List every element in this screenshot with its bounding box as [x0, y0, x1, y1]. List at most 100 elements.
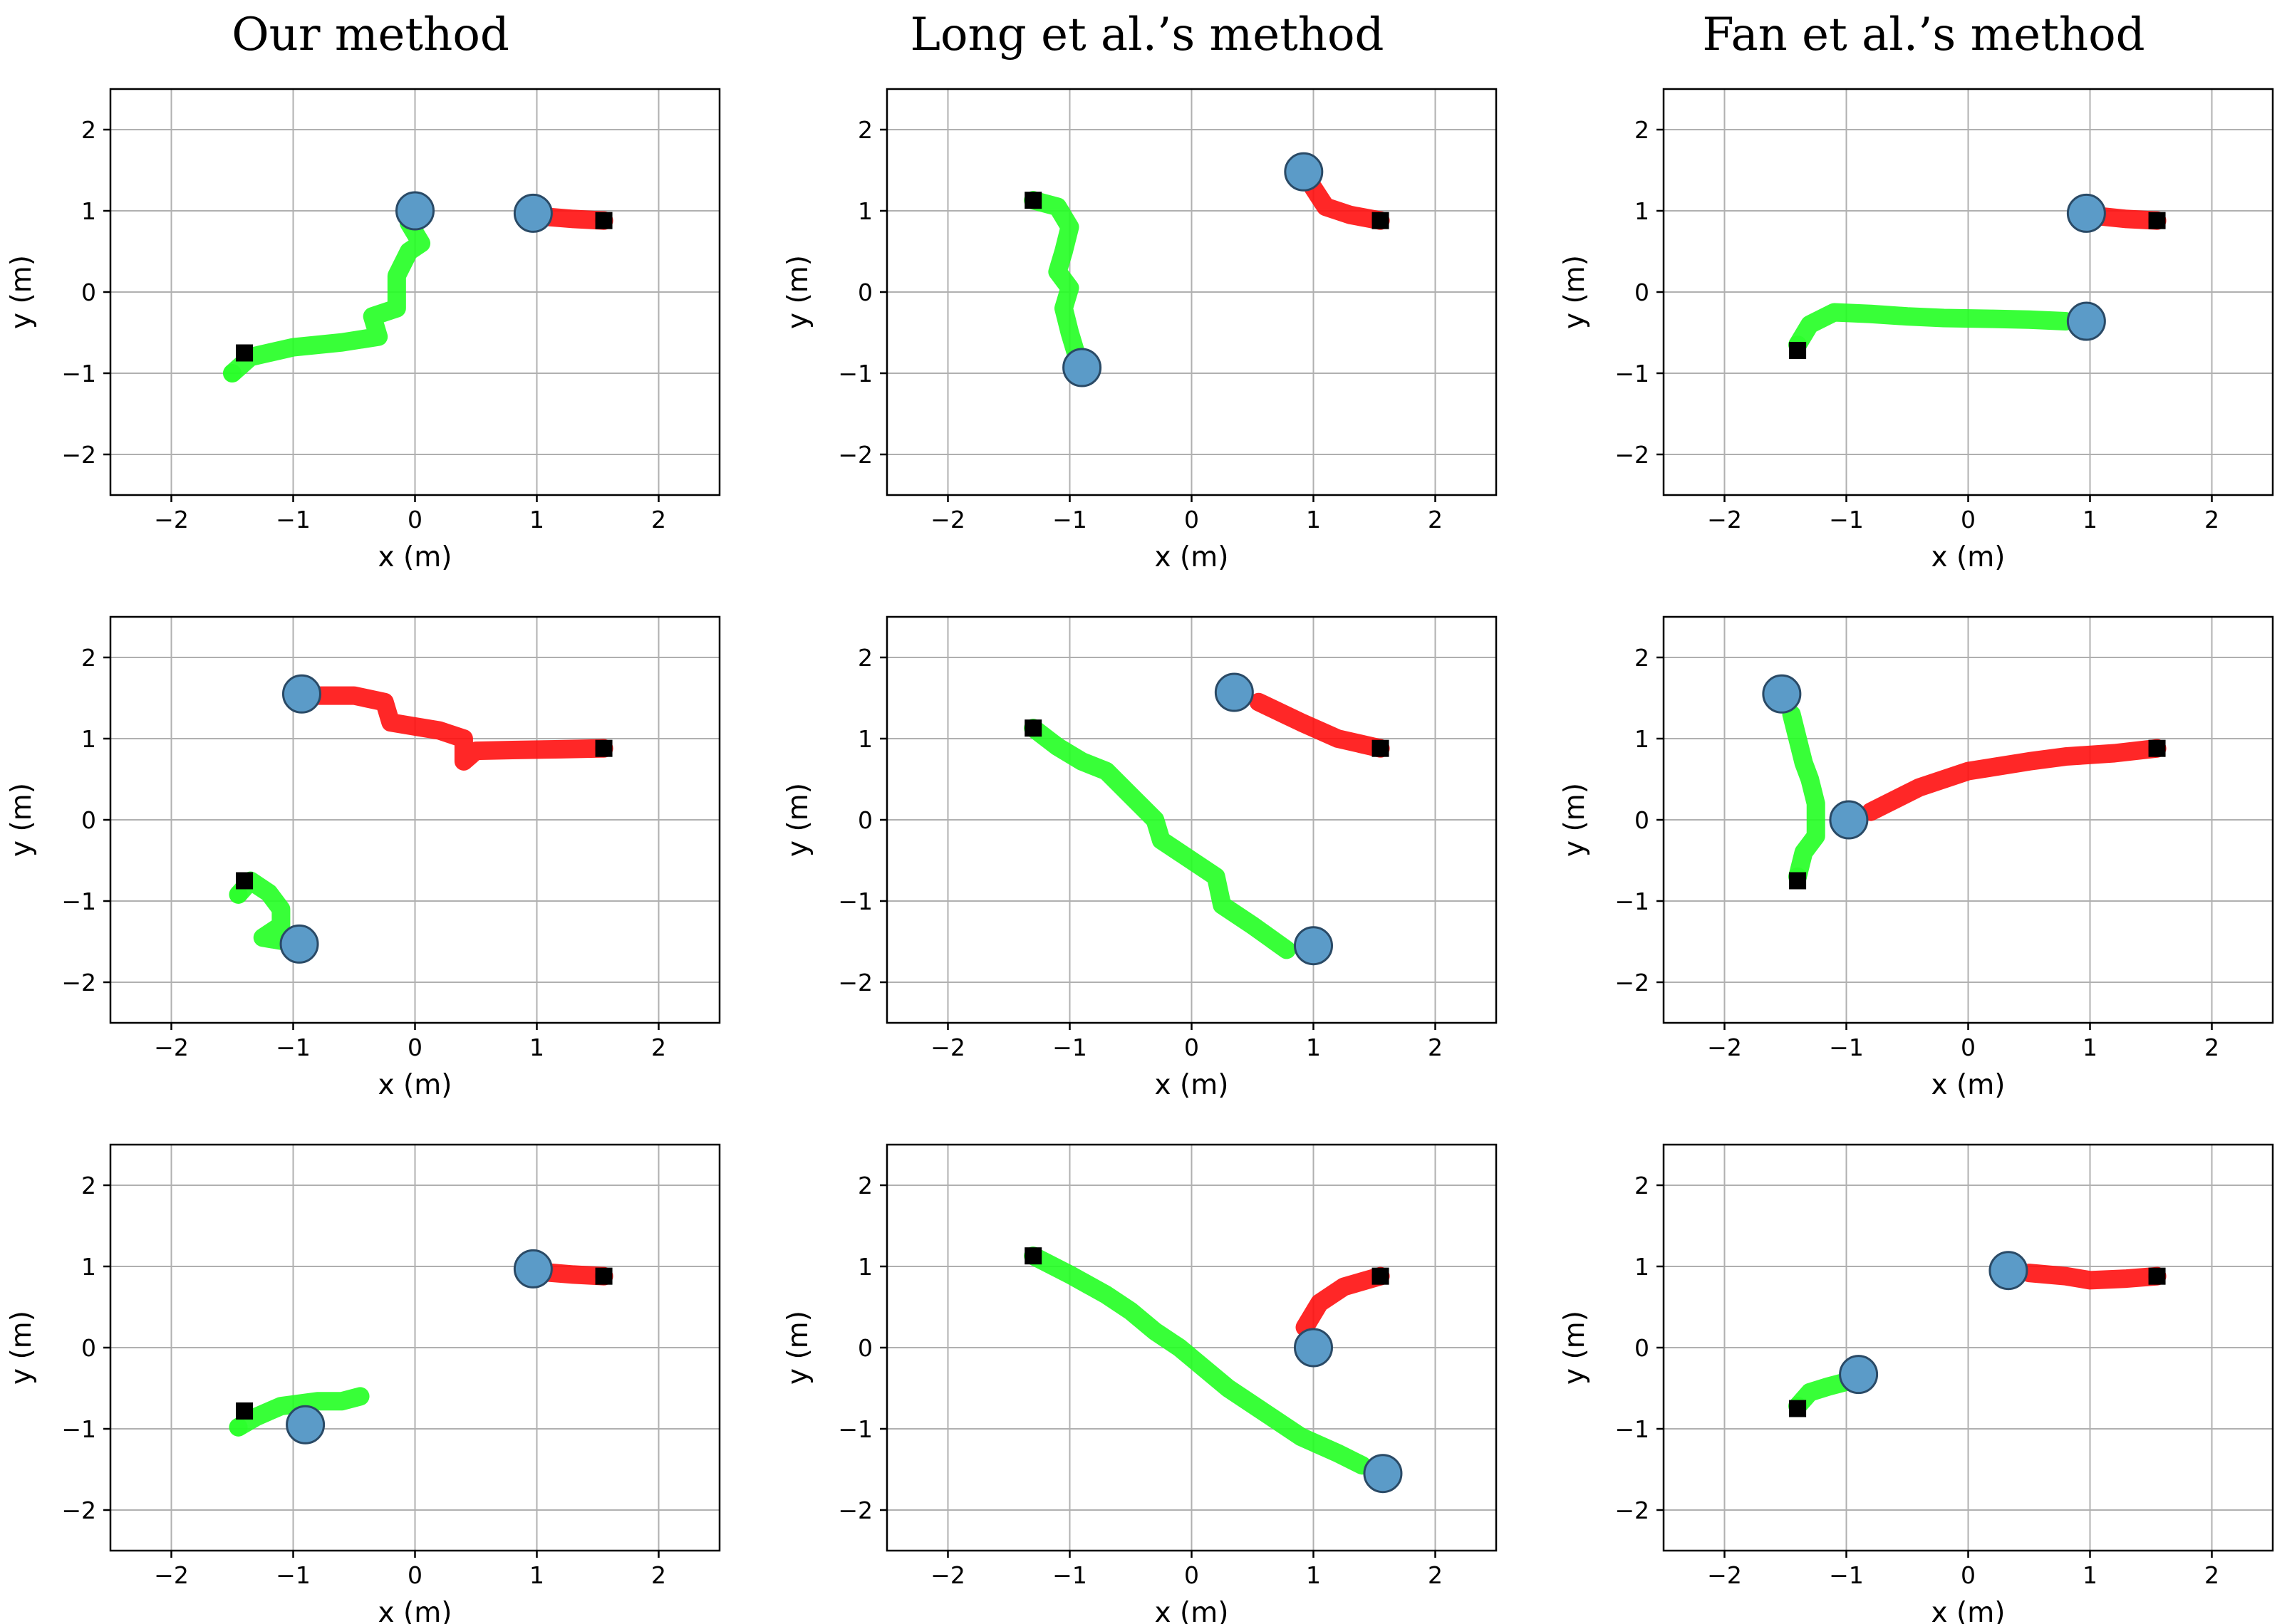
tick-label-y: 2: [1634, 644, 1649, 672]
y-axis-label: y (m): [6, 255, 38, 329]
column-title-fan-method: Fan et al.’s method: [1702, 9, 2145, 61]
tick-label-x: −2: [930, 506, 965, 533]
goal-marker-red: [595, 1267, 613, 1285]
y-axis-label: y (m): [782, 783, 814, 857]
tick-label-x: 0: [1184, 1561, 1199, 1589]
trajectory-green: [229, 1387, 370, 1437]
y-axis-label: y (m): [782, 1311, 814, 1385]
tick-label-y: 0: [1634, 279, 1649, 306]
subplot-r1-c2: −2 −1 0 1 2 −2 −1 0 1 2 x (m) y (m): [1559, 615, 2274, 1101]
goal-marker-green: [236, 872, 254, 890]
tick-label-x: 1: [2083, 506, 2097, 533]
tick-label-x: 0: [1961, 506, 1976, 533]
y-axis-label: y (m): [6, 1311, 38, 1385]
tick-label-y: 1: [81, 725, 96, 753]
tick-label-y: 1: [1634, 197, 1649, 225]
tick-label-y: −1: [838, 360, 873, 387]
goal-marker-red: [2148, 1267, 2166, 1285]
tick-label-x: −2: [1707, 1034, 1742, 1061]
agent-disc-red: [513, 1249, 553, 1289]
tick-label-x: 1: [1306, 506, 1321, 533]
tick-label-x: −2: [930, 1034, 965, 1061]
trajectory-green: [1024, 1246, 1371, 1475]
agent-disc-green: [1294, 926, 1333, 966]
tick-label-y: 2: [858, 116, 873, 144]
trajectory-start-green: [223, 364, 242, 382]
tick-label-x: 1: [2083, 1034, 2097, 1061]
trajectory-green: [1788, 303, 2075, 355]
tick-label-y: −2: [61, 441, 96, 469]
goal-marker-red: [1371, 739, 1389, 757]
tick-label-y: 1: [81, 1253, 96, 1281]
tick-label-x: 1: [2083, 1561, 2097, 1589]
agent-disc-red: [1829, 800, 1869, 840]
tick-label-y: 0: [1634, 1334, 1649, 1362]
tick-label-x: 1: [529, 1034, 544, 1061]
tick-label-x: 2: [651, 506, 666, 533]
agent-disc-green: [2066, 301, 2106, 341]
tick-label-x: 2: [2204, 506, 2219, 533]
tick-label-y: 0: [81, 806, 96, 834]
tick-label-y: −1: [838, 1415, 873, 1443]
tick-label-x: 0: [1961, 1034, 1976, 1061]
trajectory-start-green: [229, 1417, 248, 1437]
tick-label-x: −1: [1829, 1561, 1864, 1589]
agent-disc-red: [1284, 152, 1324, 192]
column-title-long-method: Long et al.’s method: [911, 9, 1384, 61]
goal-marker-green: [1025, 1247, 1042, 1265]
tick-label-y: 2: [81, 1172, 96, 1199]
tick-label-x: −1: [1829, 506, 1864, 533]
goal-marker-red: [595, 739, 613, 757]
tick-label-y: −1: [61, 888, 96, 915]
tick-label-y: 0: [858, 1334, 873, 1362]
tick-label-x: 0: [1184, 1034, 1199, 1061]
tick-label-y: 0: [1634, 806, 1649, 834]
tick-label-x: 2: [1428, 506, 1443, 533]
tick-label-x: 0: [408, 1561, 422, 1589]
goal-marker-green: [1789, 342, 1807, 360]
x-axis-label: x (m): [1931, 1069, 2006, 1101]
goal-marker-red: [1371, 212, 1389, 229]
tick-label-x: −1: [1052, 506, 1087, 533]
tick-label-x: 1: [1306, 1561, 1321, 1589]
tick-label-y: 1: [858, 1253, 873, 1281]
trajectory-red: [1249, 692, 1390, 758]
trajectory-red: [1295, 1266, 1390, 1337]
tick-label-y: 2: [1634, 1172, 1649, 1199]
goal-marker-red: [2148, 212, 2166, 229]
tick-label-y: 2: [81, 644, 96, 672]
tick-label-y: −1: [1614, 888, 1649, 915]
tick-label-x: −2: [154, 1034, 189, 1061]
column-title-our-method: Our method: [232, 9, 509, 61]
trajectory-red: [2020, 1264, 2167, 1290]
y-axis-label: y (m): [1559, 1311, 1591, 1385]
subplot-grid: −2 −1 0 1 2 −2 −1 0 1 2 x (m) y (m) −2 −1 0 1 2 −2 −1 0 1 2 x …: [6, 88, 2274, 1624]
tick-label-y: 0: [858, 806, 873, 834]
y-axis-label: y (m): [6, 783, 38, 857]
subplot-r0-c2: −2 −1 0 1 2 −2 −1 0 1 2 x (m) y (m): [1559, 88, 2274, 573]
tick-label-y: −2: [1614, 969, 1649, 996]
tick-label-y: 1: [858, 725, 873, 753]
y-axis-label: y (m): [1559, 255, 1591, 329]
tick-label-x: 2: [651, 1561, 666, 1589]
goal-marker-green: [1025, 192, 1042, 209]
agent-disc-green: [1839, 1355, 1879, 1395]
tick-label-x: 0: [1184, 506, 1199, 533]
tick-label-y: 2: [81, 116, 96, 144]
agent-disc-green: [279, 924, 319, 964]
trajectory-red: [1304, 179, 1390, 230]
tick-label-y: 0: [81, 1334, 96, 1362]
tick-label-x: −1: [276, 1561, 311, 1589]
tick-label-y: 1: [858, 197, 873, 225]
tick-label-y: −1: [61, 1415, 96, 1443]
subplot-r1-c1: −2 −1 0 1 2 −2 −1 0 1 2 x (m) y (m): [782, 615, 1498, 1101]
goal-marker-green: [236, 344, 254, 362]
tick-label-x: 0: [1961, 1561, 1976, 1589]
subplot-r2-c0: −2 −1 0 1 2 −2 −1 0 1 2 x (m) y (m): [6, 1143, 721, 1624]
tick-label-y: −2: [838, 969, 873, 996]
tick-label-x: −1: [1829, 1034, 1864, 1061]
tick-label-y: −2: [1614, 1497, 1649, 1524]
trajectory-red: [308, 686, 613, 771]
subplot-r2-c2: −2 −1 0 1 2 −2 −1 0 1 2 x (m) y (m): [1559, 1143, 2274, 1624]
